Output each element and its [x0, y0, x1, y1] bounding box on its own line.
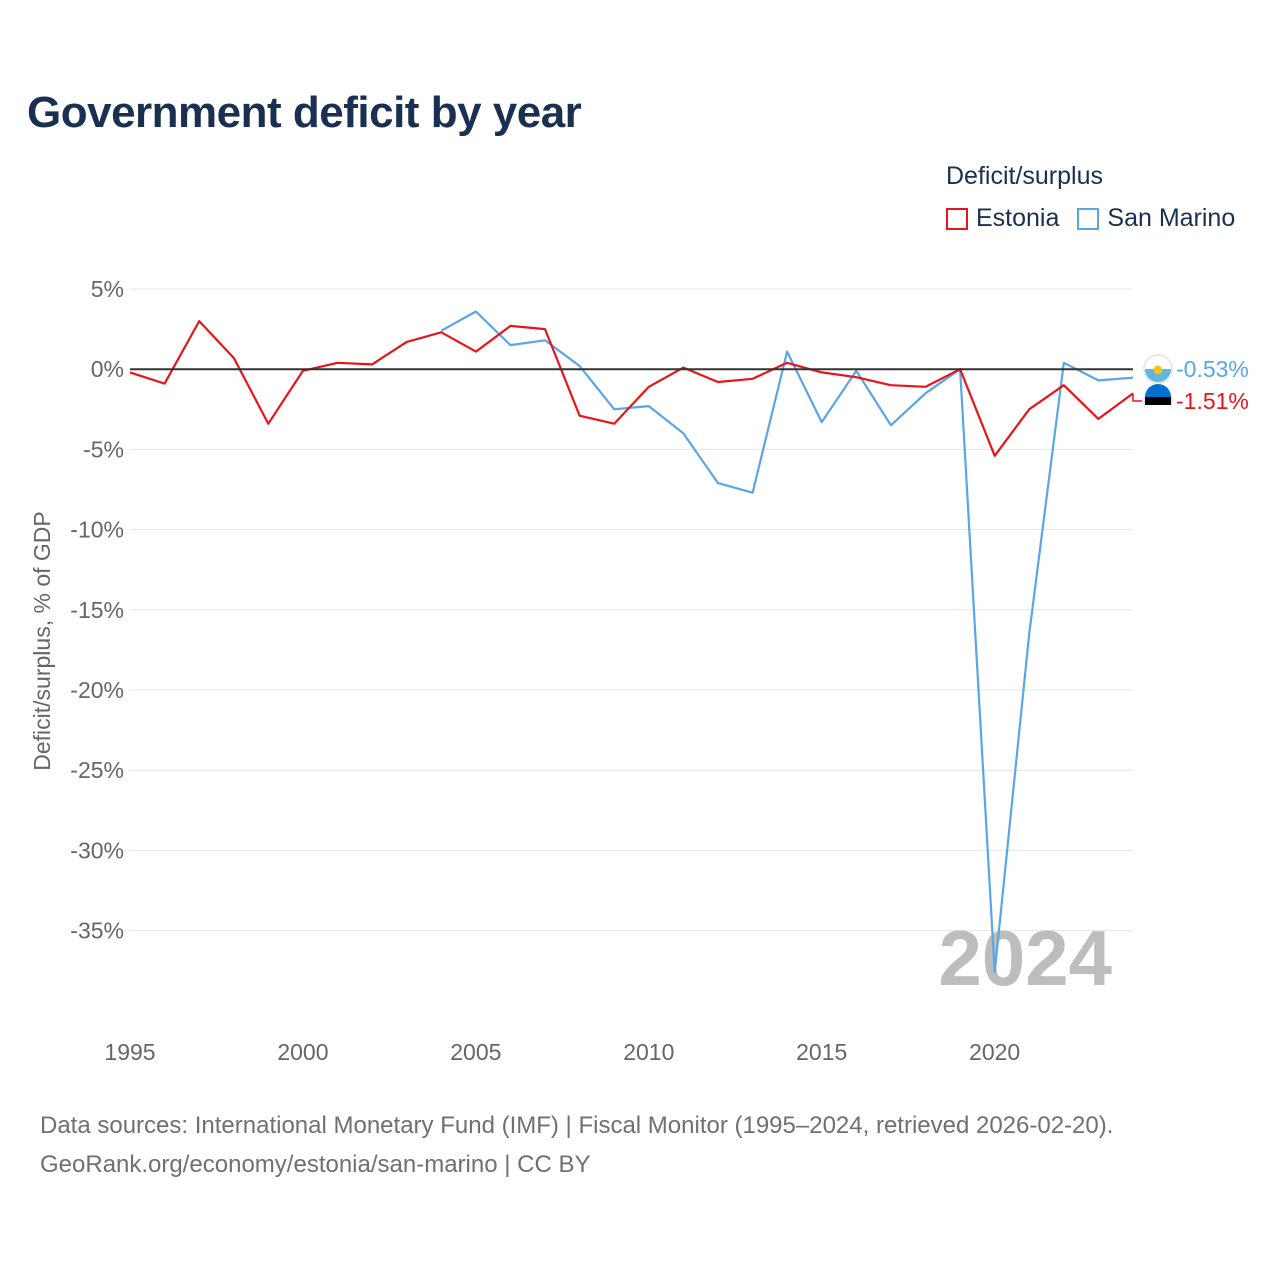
y-axis-ticks: 5% 0% -5% -10% -15% -20% -25% -30% -35%: [70, 276, 124, 944]
x-tick-label: 2010: [623, 1039, 674, 1065]
legend-label-estonia: Estonia: [976, 204, 1060, 232]
y-tick-label: -35%: [70, 918, 124, 944]
y-tick-label: -20%: [70, 677, 124, 703]
san-marino-flag-icon: [1145, 356, 1171, 382]
series-line-san-marino: [440, 310, 1134, 974]
year-watermark: 2024: [938, 914, 1112, 1002]
y-tick-label: -25%: [70, 757, 124, 783]
end-markers: -0.53% -1.51%: [1132, 354, 1249, 418]
x-axis-ticks: 1995 2000 2005 2010 2015 2020: [104, 1039, 1020, 1065]
series-line-estonia: [129, 320, 1134, 457]
y-tick-label: -30%: [70, 837, 124, 863]
source-line: Data sources: International Monetary Fun…: [40, 1112, 1114, 1139]
estonia-flag-white: [1145, 405, 1171, 418]
legend-item-estonia[interactable]: Estonia: [946, 204, 1059, 233]
legend: Estonia San Marino: [946, 204, 1253, 233]
estonia-flag-blue: [1145, 384, 1171, 397]
estonia-connector: [1132, 393, 1142, 402]
san-marino-flag-top: [1145, 356, 1171, 369]
estonia-flag-black: [1145, 397, 1171, 405]
x-tick-label: 2000: [277, 1039, 328, 1065]
x-tick-label: 2005: [450, 1039, 501, 1065]
chart-title: Government deficit by year: [27, 88, 582, 137]
x-tick-label: 2020: [969, 1039, 1020, 1065]
x-tick-label: 1995: [104, 1039, 155, 1065]
legend-label-san-marino: San Marino: [1107, 204, 1236, 232]
end-value-san-marino: -0.53%: [1176, 356, 1249, 382]
y-tick-label: 5%: [91, 276, 124, 302]
series-lines: [129, 310, 1134, 974]
legend-item-san-marino[interactable]: San Marino: [1077, 204, 1235, 233]
legend-swatch-estonia: [946, 207, 968, 230]
y-axis-label: Deficit/surplus, % of GDP: [29, 511, 55, 770]
san-marino-flag-emblem: [1153, 365, 1163, 375]
attribution-line: GeoRank.org/economy/estonia/san-marino |…: [40, 1151, 591, 1178]
y-tick-label: 0%: [91, 356, 124, 382]
legend-swatch-san-marino: [1077, 207, 1100, 230]
estonia-flag-icon: [1145, 384, 1171, 418]
san-marino-flag-bottom: [1145, 369, 1171, 382]
y-tick-label: -15%: [70, 597, 124, 623]
end-value-estonia: -1.51%: [1176, 388, 1249, 414]
source-footer: Data sources: International Monetary Fun…: [40, 1106, 1113, 1184]
y-tick-label: -10%: [70, 517, 124, 543]
legend-title: Deficit/surplus: [946, 162, 1103, 190]
x-tick-label: 2015: [796, 1039, 847, 1065]
y-tick-label: -5%: [83, 436, 124, 462]
grid-lines: [130, 288, 1133, 932]
